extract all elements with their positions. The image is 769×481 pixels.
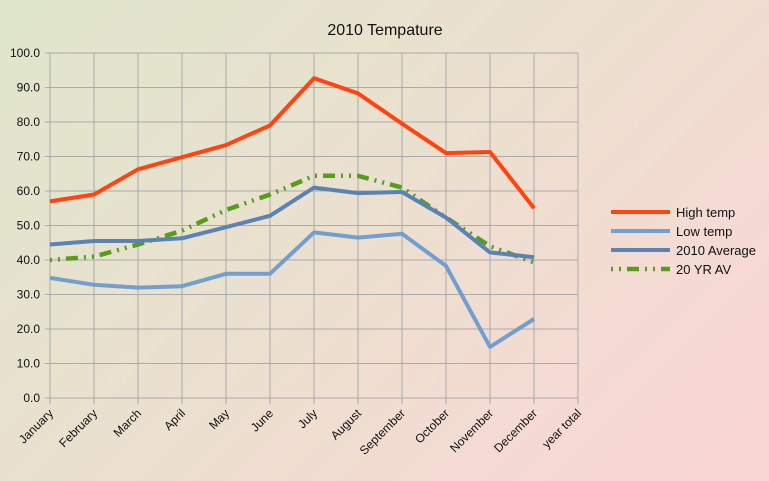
- y-axis: 0.0 10.0 20.0 30.0 40.0 50.0 60.0 70.0 80.0 90.0 1…: [10, 46, 40, 405]
- series-line-low-temp: [49, 230, 536, 349]
- chart-title: 2010 Tempature: [327, 22, 442, 39]
- legend-label: High temp: [676, 205, 735, 220]
- y-tick-label: 30.0: [17, 288, 41, 302]
- y-tick-label: 50.0: [17, 219, 41, 233]
- series-line-20-yr-av: [49, 173, 535, 265]
- x-axis: January February March April May June July Augu…: [16, 406, 584, 458]
- y-tick-label: 100.0: [10, 46, 40, 60]
- x-tick-label: November: [447, 406, 496, 455]
- x-tick-label: July: [295, 406, 320, 431]
- x-tick-label: March: [111, 406, 144, 439]
- y-tick-label: 20.0: [17, 322, 41, 336]
- x-tick-label: August: [328, 406, 365, 443]
- y-tick-label: 80.0: [17, 115, 41, 129]
- y-tick-label: 60.0: [17, 184, 41, 198]
- x-tick-label: January: [16, 406, 56, 446]
- x-tick-label: June: [248, 406, 277, 435]
- series-lines: [49, 76, 536, 349]
- legend-label: Low temp: [676, 224, 732, 239]
- series-line-high-temp: [49, 76, 536, 210]
- y-tick-label: 40.0: [17, 253, 41, 267]
- x-tick-label: September: [357, 406, 408, 457]
- y-tick-label: 0.0: [23, 391, 40, 405]
- x-tick-label: April: [161, 406, 188, 433]
- y-tick-label: 70.0: [17, 150, 41, 164]
- series-line-2010-average: [49, 185, 535, 260]
- x-tick-label: December: [491, 406, 540, 455]
- x-tick-label: May: [206, 406, 232, 432]
- gridlines: [45, 52, 579, 404]
- legend-label: 2010 Average: [676, 243, 756, 258]
- legend: High temp Low temp 2010 Average 20 YR AV: [611, 205, 756, 277]
- y-tick-label: 90.0: [17, 81, 41, 95]
- x-tick-label: October: [412, 406, 452, 446]
- legend-label: 20 YR AV: [676, 262, 731, 277]
- x-tick-label: year total: [539, 406, 584, 451]
- y-tick-label: 10.0: [17, 357, 41, 371]
- x-tick-label: February: [56, 406, 100, 450]
